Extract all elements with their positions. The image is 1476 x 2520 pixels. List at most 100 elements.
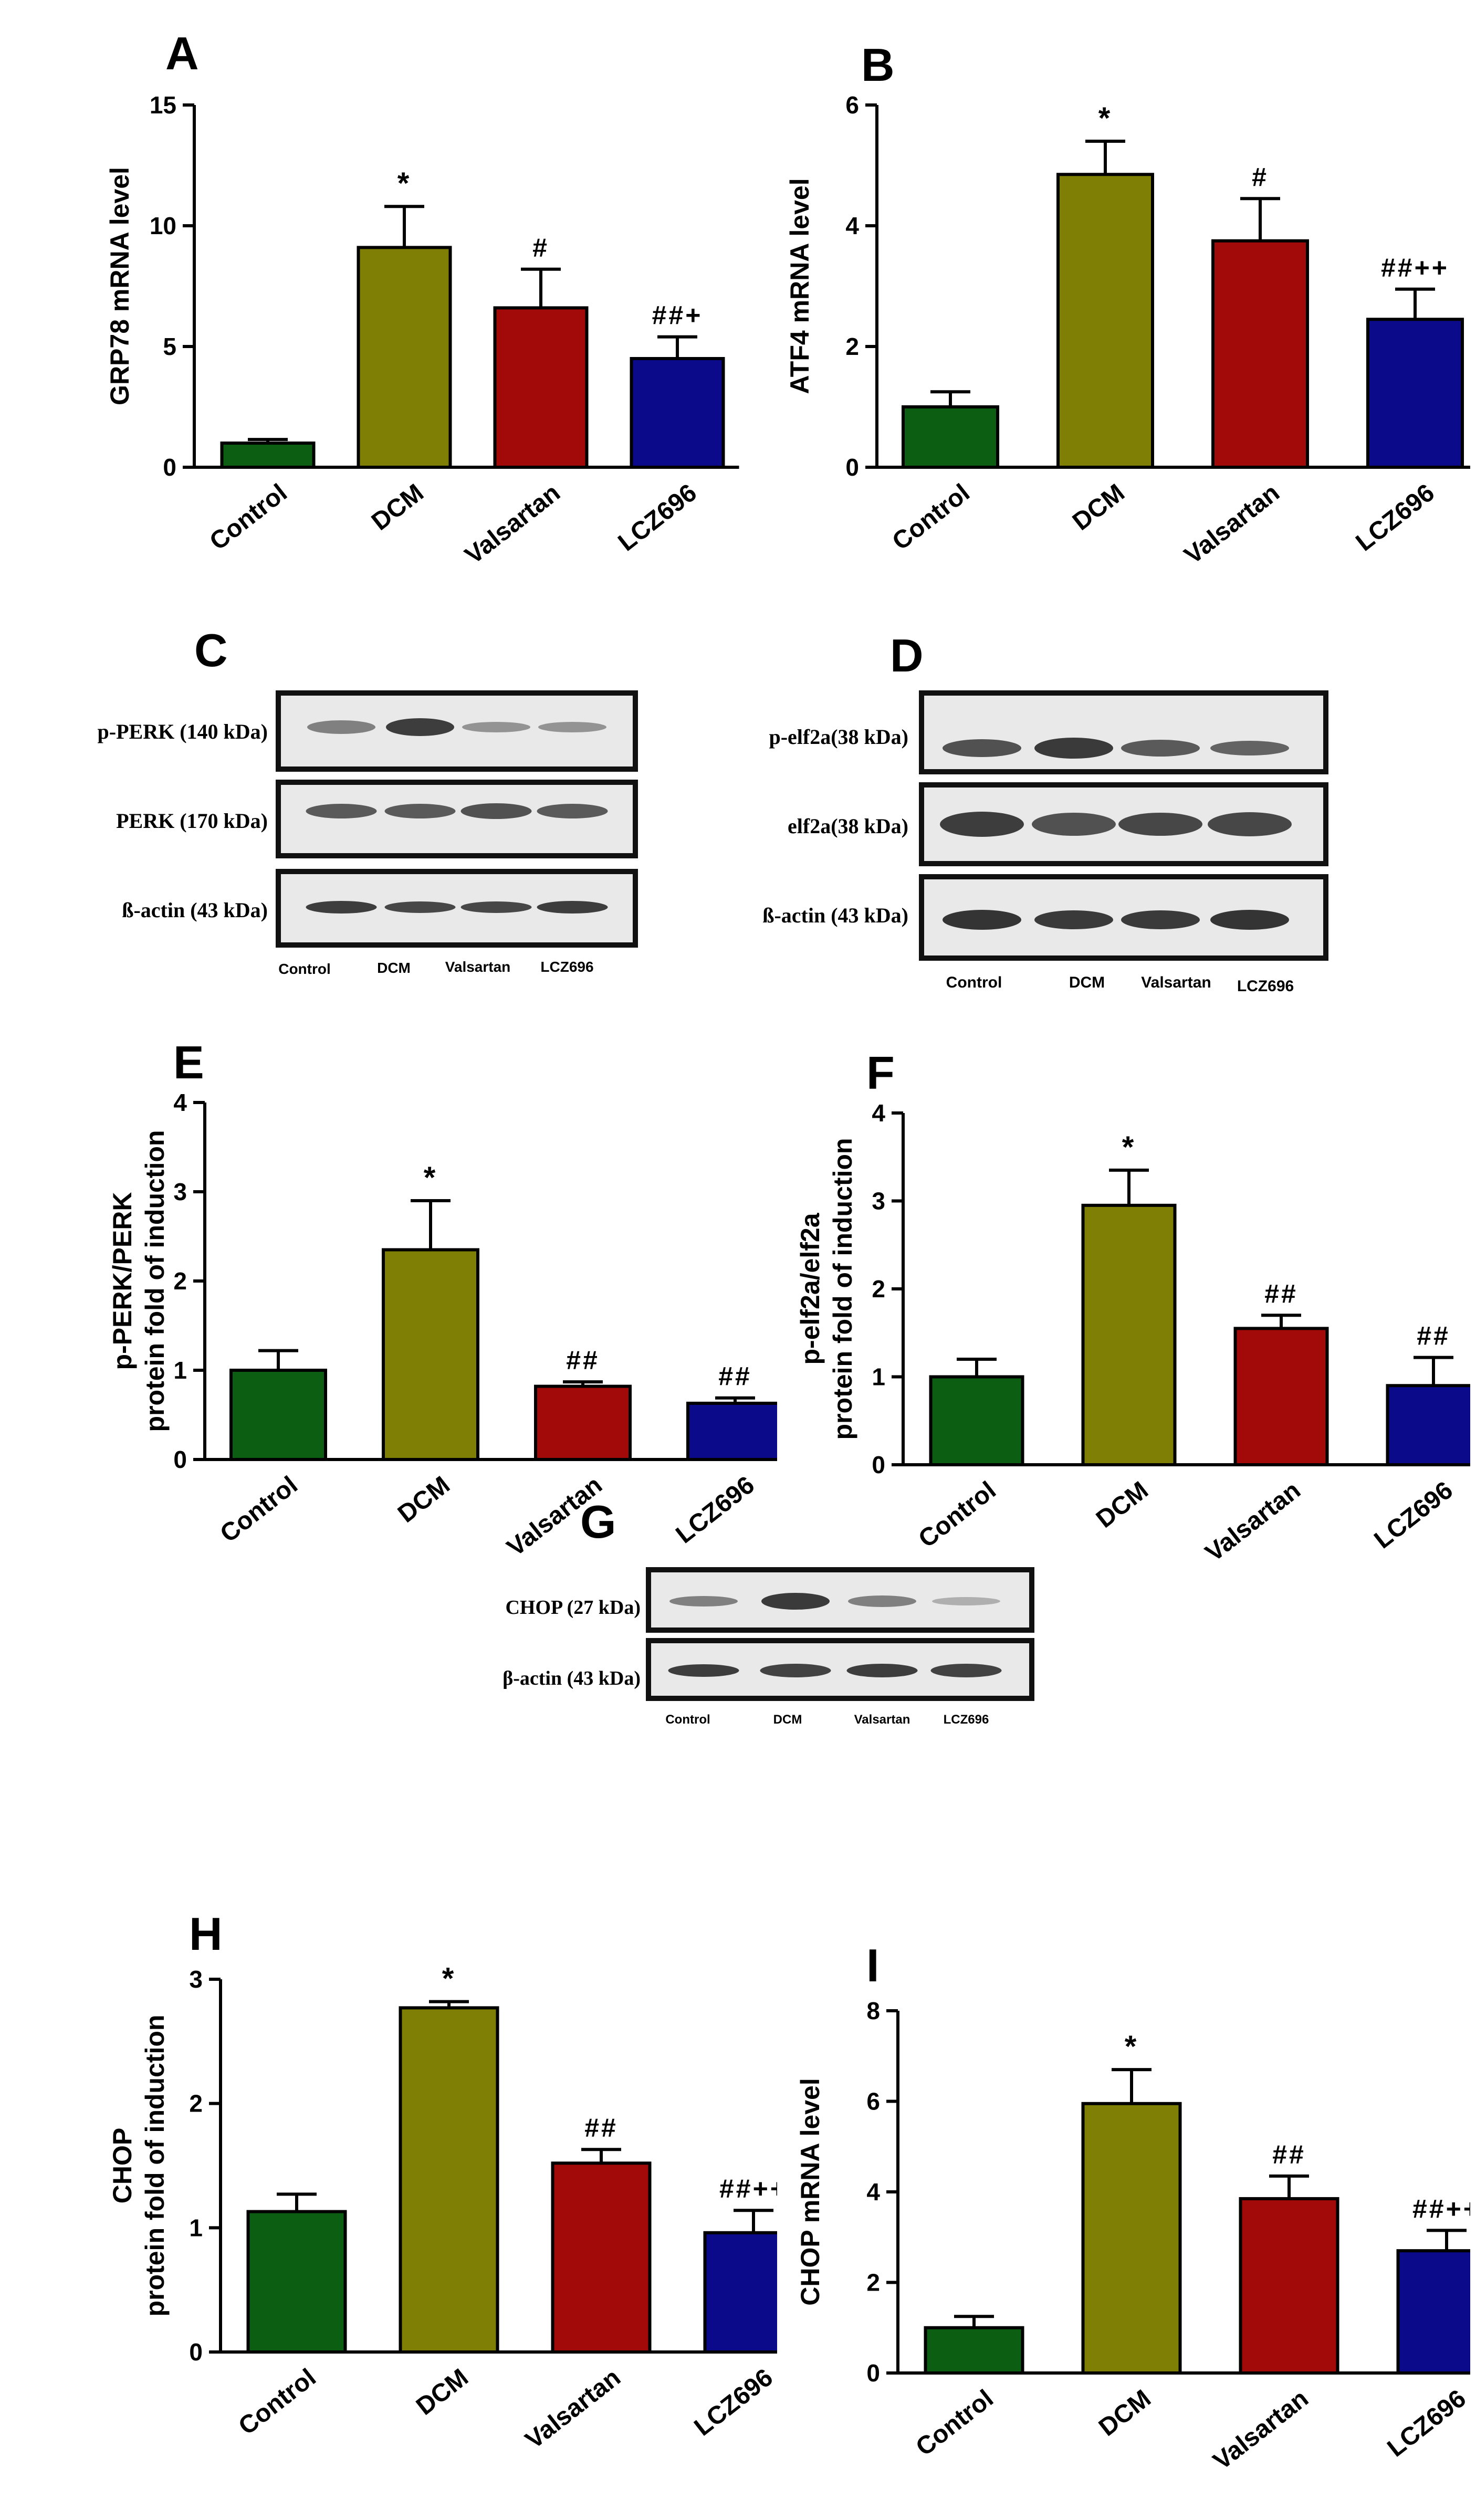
blot-band — [760, 1664, 831, 1677]
significance-label: ##++ — [719, 2174, 777, 2203]
significance-label: * — [1122, 1130, 1136, 1164]
y-tick-label: 0 — [189, 2338, 203, 2366]
blot-g-lane-label: DCM — [773, 1713, 802, 1727]
significance-label: ##+ — [652, 301, 703, 330]
y-axis-label: p-PERK/PERK — [108, 1192, 137, 1370]
panel-letter-e: E — [173, 1036, 204, 1088]
blot-band — [846, 1664, 918, 1677]
y-tick-label: 6 — [845, 91, 859, 119]
significance-label: ## — [1272, 2140, 1306, 2169]
blot-g-lane-label: LCZ696 — [943, 1713, 989, 1727]
blot-band — [1210, 910, 1289, 930]
significance-label: * — [424, 1161, 438, 1195]
bar — [551, 2161, 652, 2354]
bar — [929, 1375, 1024, 1466]
blot-g-lane-label: Valsartan — [854, 1713, 910, 1727]
y-tick-label: 2 — [872, 1275, 885, 1303]
significance-label: # — [1252, 162, 1269, 192]
y-tick-label: 2 — [173, 1267, 187, 1295]
significance-label: * — [1098, 101, 1113, 135]
panel-letter-a: A — [165, 27, 199, 79]
panel-letter-h: H — [189, 1908, 223, 1960]
bar — [1386, 1384, 1470, 1466]
chart-f: 0 1 2 3 4 p-elf2a/elf2a protein fold of induct… — [795, 1099, 1470, 1567]
blot-band — [1121, 740, 1200, 757]
bar — [357, 246, 452, 469]
bar — [1081, 2102, 1182, 2375]
y-axis-label: protein fold of induction — [140, 1130, 170, 1432]
bar — [399, 2006, 499, 2354]
blot-band — [462, 722, 530, 732]
blot-band — [940, 812, 1024, 837]
blot-band — [1121, 910, 1200, 929]
blot-band — [384, 901, 456, 913]
blot-d-row-label: elf2a(38 kDa) — [788, 814, 908, 838]
blot-c-box-perk — [276, 780, 638, 858]
bar — [1211, 239, 1309, 469]
blot-c-row-label: PERK (170 kDa) — [116, 809, 268, 833]
blot-band — [460, 803, 532, 819]
y-tick-label: 1 — [173, 1357, 187, 1384]
y-tick-label: 5 — [163, 333, 176, 360]
bar — [534, 1384, 632, 1461]
blot-g-row-label: β-actin (43 kDa) — [503, 1667, 641, 1689]
blot-band — [537, 804, 608, 818]
bar — [220, 442, 316, 469]
y-tick-label: 0 — [872, 1451, 885, 1478]
y-tick-label: 0 — [866, 2359, 880, 2387]
blot-d-lane-label: DCM — [1069, 974, 1105, 991]
y-tick-label: 3 — [872, 1188, 885, 1215]
blot-c-row-label: ß-actin (43 kDa) — [122, 898, 268, 922]
y-tick-label: 0 — [845, 454, 859, 481]
blot-band — [668, 1664, 739, 1677]
bar — [1233, 1327, 1329, 1466]
chart-e: 0 1 2 3 4 p-PERK/PERK protein fold of inductio… — [108, 1089, 777, 1562]
bar — [229, 1369, 327, 1461]
blot-band — [943, 739, 1021, 757]
blot-d-row-label: ß-actin (43 kDa) — [762, 904, 908, 927]
panel-letter-d: D — [890, 629, 924, 681]
blot-band — [930, 1664, 1002, 1677]
blot-band — [460, 901, 532, 913]
blot-band — [1034, 910, 1113, 929]
bar — [246, 2210, 347, 2354]
significance-label: * — [442, 1964, 456, 1996]
blot-d-row-label: p-elf2a(38 kDa) — [769, 725, 908, 749]
y-axis-label: GRP78 mRNA level — [105, 167, 134, 405]
blot-band — [537, 901, 608, 914]
y-tick-label: 1 — [872, 1363, 885, 1391]
blot-c-lane-label: DCM — [377, 960, 411, 976]
significance-label: ## — [1264, 1279, 1298, 1308]
y-tick-label: 0 — [173, 1446, 187, 1473]
bar — [902, 405, 999, 469]
y-axis-label: protein fold of induction — [140, 2015, 170, 2317]
bar — [686, 1401, 777, 1462]
y-tick-label: 15 — [150, 91, 176, 119]
blot-band — [1210, 741, 1289, 755]
blot-g-row-label: CHOP (27 kDa) — [505, 1597, 641, 1619]
blot-band — [1034, 738, 1113, 759]
panel-letter-i: I — [866, 1939, 880, 1991]
y-tick-label: 8 — [866, 1997, 880, 2024]
blot-d-box-p-elf2a — [919, 690, 1328, 774]
bar — [1366, 318, 1464, 469]
significance-label: ##++ — [1412, 2194, 1470, 2223]
significance-label: # — [532, 233, 549, 262]
bar — [1056, 173, 1154, 469]
y-tick-label: 3 — [173, 1178, 187, 1205]
blot-c-row-label: p-PERK (140 kDa) — [97, 720, 268, 743]
y-axis-label: protein fold of induction — [828, 1138, 857, 1440]
blot-band — [386, 718, 454, 736]
panel-letter-b: B — [861, 39, 895, 91]
bar — [493, 306, 589, 469]
blot-band — [1032, 813, 1116, 836]
y-tick-label: 10 — [150, 212, 176, 239]
panel-letter-g: G — [580, 1496, 616, 1548]
bar — [1396, 2249, 1470, 2375]
y-tick-label: 4 — [866, 2178, 880, 2206]
y-axis-label: CHOP mRNA level — [795, 2078, 825, 2305]
blot-band — [761, 1593, 830, 1610]
